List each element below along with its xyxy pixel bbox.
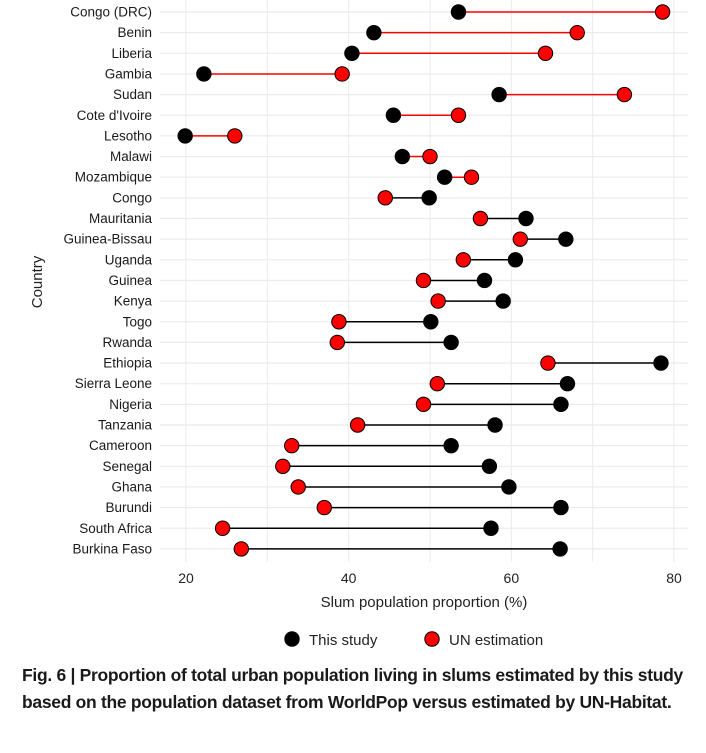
point-un-estimation (512, 231, 528, 247)
x-tick-label: 60 (504, 570, 520, 586)
point-this-study (436, 169, 453, 185)
country-label: Senegal (102, 459, 152, 474)
point-un-estimation (537, 45, 554, 61)
legend-marker (424, 631, 440, 647)
point-un-estimation (422, 148, 438, 165)
point-un-estimation (284, 437, 300, 454)
point-this-study (443, 437, 459, 454)
dumbbell-chart: Congo (DRC) Benin Liberia Gambia Sudan Cote d… (29, 0, 688, 649)
country-label: Mauritania (89, 211, 153, 226)
x-tick-label: 20 (178, 570, 194, 586)
country-label: Uganda (105, 252, 153, 267)
point-un-estimation (214, 520, 231, 536)
point-un-estimation (316, 499, 332, 516)
y-axis-labels: Congo (DRC) Benin Liberia Gambia Sudan Cote d… (63, 5, 152, 557)
country-label: Benin (117, 25, 152, 40)
legend-label: UN estimation (449, 632, 543, 649)
country-label: Togo (123, 314, 152, 329)
point-this-study (443, 334, 459, 351)
country-label: Cote d'Ivoire (77, 108, 152, 123)
country-label: Malawi (110, 149, 152, 164)
point-this-study (483, 520, 499, 536)
point-this-study (177, 128, 193, 144)
point-this-study (553, 499, 569, 516)
country-label: Lesotho (104, 128, 152, 143)
country-label: Nigeria (109, 397, 152, 412)
point-this-study (553, 396, 569, 413)
point-un-estimation (429, 376, 446, 392)
point-this-study (394, 148, 411, 165)
point-un-estimation (472, 210, 489, 227)
caption-label: Fig. 6 | (22, 665, 80, 685)
point-un-estimation (377, 190, 393, 206)
point-un-estimation (331, 314, 347, 330)
country-label: Sierra Leone (75, 376, 152, 391)
point-un-estimation (415, 396, 432, 413)
country-label: Guinea-Bissau (63, 232, 152, 247)
point-un-estimation (349, 417, 366, 433)
country-label: Tanzania (98, 418, 153, 433)
point-this-study (518, 210, 534, 227)
point-this-study (344, 45, 360, 61)
legend-label: This study (309, 632, 378, 649)
point-this-study (653, 355, 669, 371)
point-un-estimation (329, 334, 345, 351)
country-label: Cameroon (89, 438, 152, 453)
caption-text: Proportion of total urban population liv… (22, 665, 683, 712)
legend-marker (284, 631, 300, 647)
point-this-study (491, 86, 507, 103)
x-axis-title: Slum population proportion (%) (321, 594, 528, 611)
point-this-study (495, 293, 511, 309)
point-un-estimation (233, 541, 250, 557)
point-un-estimation (463, 169, 480, 185)
point-this-study (501, 479, 517, 495)
legend: This study UN estimation (284, 631, 543, 649)
country-label: Rwanda (102, 335, 152, 350)
point-this-study (558, 231, 574, 247)
point-this-study (481, 458, 498, 474)
country-label: Sudan (113, 87, 152, 102)
figure-caption: Fig. 6 | Proportion of total urban popul… (22, 662, 692, 716)
point-un-estimation (290, 479, 306, 495)
country-label: Liberia (111, 46, 152, 61)
point-this-study (487, 417, 503, 433)
country-label: South Africa (79, 521, 152, 536)
point-this-study (423, 314, 439, 330)
country-label: Congo (DRC) (70, 5, 152, 20)
point-un-estimation (455, 252, 472, 268)
y-axis-title: Country (29, 255, 46, 308)
point-un-estimation (430, 293, 446, 309)
point-this-study (450, 4, 467, 20)
country-label: Mozambique (75, 170, 152, 185)
point-this-study (476, 272, 493, 289)
point-un-estimation (654, 4, 671, 20)
point-un-estimation (540, 355, 556, 371)
point-this-study (196, 66, 212, 82)
country-label: Ethiopia (103, 356, 152, 371)
x-axis-ticks: 20 40 60 80 (178, 570, 682, 586)
point-un-estimation (227, 128, 243, 144)
points (177, 4, 671, 557)
point-un-estimation (450, 107, 467, 123)
country-label: Burundi (105, 500, 152, 515)
point-un-estimation (569, 24, 585, 41)
point-this-study (366, 24, 382, 41)
country-label: Gambia (105, 66, 153, 81)
point-this-study (507, 252, 524, 268)
country-label: Guinea (108, 273, 152, 288)
point-un-estimation (334, 66, 350, 82)
x-tick-label: 40 (341, 570, 357, 586)
country-label: Burkina Faso (72, 541, 152, 556)
country-label: Kenya (114, 294, 153, 309)
point-this-study (385, 107, 402, 123)
point-this-study (421, 190, 437, 206)
country-label: Ghana (111, 479, 152, 494)
country-label: Congo (112, 190, 152, 205)
point-un-estimation (616, 86, 633, 103)
point-this-study (552, 541, 568, 557)
x-tick-label: 80 (666, 570, 682, 586)
point-un-estimation (275, 458, 291, 474)
point-un-estimation (415, 272, 432, 289)
point-this-study (559, 376, 576, 392)
